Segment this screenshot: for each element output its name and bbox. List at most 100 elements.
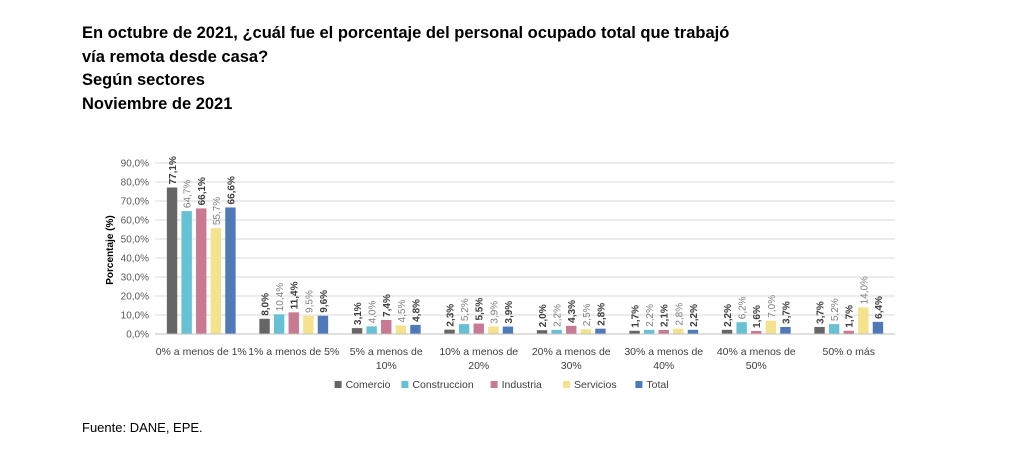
bar: [566, 325, 577, 334]
bar: [551, 329, 562, 334]
bar: [843, 330, 854, 334]
data-label: 4,0%: [368, 300, 379, 323]
bar: [166, 187, 178, 334]
x-tick-label: 20%: [468, 360, 489, 372]
bar: [303, 315, 314, 334]
x-tick-label: 30%: [561, 360, 582, 372]
bar: [473, 323, 484, 334]
x-tick-label: 40%: [653, 360, 674, 372]
x-tick-label: 0% a menos de 1%: [156, 346, 247, 358]
y-tick-label: 60,0%: [121, 216, 149, 227]
legend-swatch: [490, 381, 498, 388]
y-axis-label: Porcentaje (%): [105, 215, 116, 284]
bar: [225, 207, 236, 334]
data-label: 3,7%: [781, 301, 792, 324]
bar: [673, 328, 684, 334]
data-label: 2,2%: [689, 304, 700, 327]
data-label: 5,5%: [475, 298, 486, 321]
y-tick-label: 40,0%: [121, 254, 149, 265]
data-label: 4,5%: [397, 300, 408, 323]
data-label: 2,1%: [660, 304, 671, 327]
x-tick-label: 20% a menos de: [532, 346, 611, 358]
bar: [629, 330, 640, 334]
data-label: 2,0%: [538, 304, 549, 327]
data-label: 4,3%: [567, 300, 578, 323]
bar: [458, 324, 470, 334]
data-label: 2,8%: [674, 303, 685, 326]
legend-swatch: [334, 381, 342, 388]
bar: [765, 320, 777, 334]
data-label: 3,9%: [489, 301, 500, 324]
bar: [536, 330, 548, 334]
bar: [828, 324, 840, 334]
x-tick-label: 10%: [376, 360, 397, 372]
data-label: 3,1%: [353, 302, 364, 325]
bar: [780, 326, 791, 334]
bar: [580, 329, 592, 334]
title-line-1: En octubre de 2021, ¿cuál fue el porcent…: [82, 24, 730, 42]
bar: [288, 312, 299, 334]
x-tick-label: 10% a menos de: [439, 346, 518, 358]
bar: [181, 211, 192, 334]
data-label: 64,7%: [183, 180, 194, 208]
title-line-4: Noviembre de 2021: [82, 94, 233, 113]
bar: [273, 314, 285, 334]
bar: [196, 208, 207, 334]
data-label: 66,6%: [226, 176, 237, 204]
data-label: 1,7%: [845, 305, 856, 328]
y-tick-label: 50,0%: [121, 235, 149, 246]
legend-swatch: [563, 381, 570, 388]
data-label: 77,1%: [168, 156, 179, 184]
legend-label: Servicios: [574, 379, 617, 391]
bar: [643, 329, 655, 334]
bar: [595, 328, 606, 334]
y-tick-label: 0,0%: [126, 330, 149, 341]
legend-swatch: [635, 381, 643, 388]
data-label: 2,3%: [446, 304, 457, 327]
data-label: 2,5%: [582, 303, 593, 326]
bar: [751, 330, 762, 334]
y-tick-label: 30,0%: [121, 273, 149, 284]
data-label: 5,2%: [460, 298, 471, 321]
data-label: 7,0%: [767, 295, 778, 318]
data-label: 66,1%: [197, 177, 208, 205]
x-tick-label: 30% a menos de: [624, 346, 703, 358]
data-label: 1,6%: [752, 305, 763, 328]
bar: [736, 322, 747, 334]
bar: [444, 329, 455, 334]
data-label: 10,4%: [275, 283, 286, 311]
data-label: 2,8%: [596, 303, 607, 326]
data-label: 9,6%: [319, 290, 330, 313]
bar: [259, 318, 270, 334]
bar: [872, 321, 884, 334]
data-label: 55,7%: [212, 197, 223, 225]
bar: [395, 325, 407, 334]
y-tick-label: 70,0%: [121, 197, 149, 208]
bar: [721, 329, 733, 334]
data-label: 11,4%: [290, 281, 301, 309]
data-label: 6,4%: [874, 296, 885, 319]
data-label: 2,2%: [645, 304, 656, 327]
legend-swatch: [401, 381, 409, 388]
data-label: 4,8%: [411, 299, 422, 322]
data-label: 14,0%: [859, 276, 870, 304]
title-line-2: vía remota desde casa?: [82, 47, 269, 66]
data-label: 3,9%: [504, 301, 515, 324]
legend-label: Total: [646, 379, 668, 391]
chart-title: En octubre de 2021, ¿cuál fue el porcent…: [82, 22, 842, 116]
bar: [317, 315, 329, 334]
data-label: 7,4%: [382, 294, 393, 317]
data-label: 9,5%: [304, 290, 315, 313]
bar: [488, 326, 499, 334]
bar: [381, 319, 392, 334]
x-tick-label: 1% a menos de 5%: [248, 346, 339, 358]
bar: [658, 330, 669, 334]
bar: [687, 329, 699, 334]
x-tick-label: 50%: [746, 360, 767, 372]
x-tick-label: 40% a menos de: [717, 346, 796, 358]
y-tick-label: 20,0%: [121, 292, 149, 303]
data-label: 6,2%: [738, 296, 749, 319]
title-line-3: Según sectores: [82, 71, 205, 89]
bar: [858, 307, 869, 334]
